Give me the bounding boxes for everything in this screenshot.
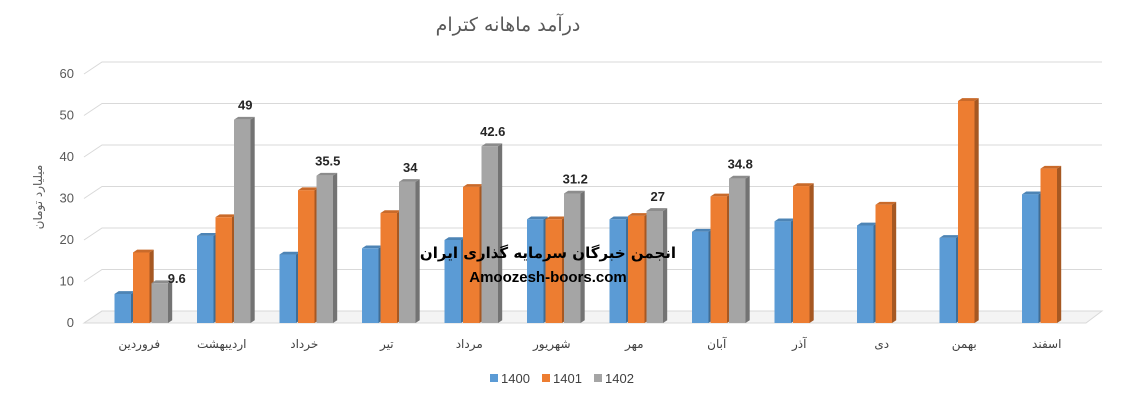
data-label: 49 xyxy=(238,98,252,113)
y-tick-label: 30 xyxy=(60,191,74,206)
bar-1401-3 xyxy=(298,187,319,323)
bar-1400-3 xyxy=(279,251,301,323)
data-label: 27 xyxy=(651,189,665,204)
data-label: 31.2 xyxy=(563,172,588,187)
gridline xyxy=(83,103,1102,116)
x-tick-label: تیر xyxy=(379,337,394,352)
bar-1401-11 xyxy=(958,98,979,323)
bar-1400-4 xyxy=(362,245,383,323)
x-tick-label: آذر xyxy=(791,336,807,352)
x-tick-label: مرداد xyxy=(456,337,483,352)
bar-1402-4 xyxy=(399,179,420,323)
legend-swatch xyxy=(594,374,602,382)
legend-item-1401: 1401 xyxy=(542,371,582,386)
x-tick-label: بهمن xyxy=(952,337,977,352)
y-tick-label: 10 xyxy=(60,274,74,289)
chart-title: درآمد ماهانه کترام xyxy=(436,12,581,36)
legend-swatch xyxy=(490,374,498,382)
gridline xyxy=(83,186,1102,199)
data-labels: 9.6 49 35.5 34 42.6 31.2 27 34.8 xyxy=(168,98,753,287)
x-tick-label: مهر xyxy=(624,337,644,352)
y-tick-label: 0 xyxy=(67,315,74,330)
bars xyxy=(114,98,1062,324)
bar-1400-8 xyxy=(692,228,713,323)
bar-1402-7 xyxy=(646,208,668,323)
x-axis-ticks: فروردین اردیبهشت خرداد تیر مرداد شهریور مهر آبا… xyxy=(118,336,1061,352)
bar-1401-2 xyxy=(215,214,237,323)
bar-1402-3 xyxy=(316,172,338,323)
bar-1402-1 xyxy=(151,280,173,323)
gridlines xyxy=(83,61,1102,324)
bar-1400-10 xyxy=(857,222,878,323)
legend-label: 1400 xyxy=(501,371,530,386)
gridline xyxy=(83,227,1102,241)
data-label: 34 xyxy=(403,160,418,175)
gridline xyxy=(83,144,1102,158)
bar-1400-9 xyxy=(774,218,796,323)
x-tick-label: دی xyxy=(874,337,889,351)
y-axis-label: میلیارد تومان xyxy=(31,165,46,230)
bar-1402-5 xyxy=(481,143,503,323)
gridline xyxy=(83,310,1102,324)
x-tick-label: اسفند xyxy=(1032,337,1061,351)
bar-1402-8 xyxy=(729,175,750,323)
bar-1401-4 xyxy=(380,210,402,323)
y-tick-label: 20 xyxy=(60,232,74,247)
bar-1401-8 xyxy=(710,193,732,323)
data-label: 34.8 xyxy=(728,157,753,172)
data-label: 9.6 xyxy=(168,271,186,286)
bar-1402-2 xyxy=(234,116,255,324)
x-tick-label: آبان xyxy=(707,336,727,351)
y-axis-ticks: 0 10 20 30 40 50 60 xyxy=(60,66,74,330)
x-tick-label: اردیبهشت xyxy=(197,337,246,352)
x-tick-label: فروردین xyxy=(118,337,160,352)
bar-1400-2 xyxy=(197,233,218,323)
bar-1400-1 xyxy=(114,291,136,323)
y-tick-label: 40 xyxy=(60,149,74,164)
legend-item-1400: 1400 xyxy=(490,371,530,386)
bar-1400-11 xyxy=(939,235,961,323)
y-tick-label: 50 xyxy=(60,108,74,123)
gridline xyxy=(83,269,1102,282)
legend-swatch xyxy=(542,374,550,382)
legend-label: 1402 xyxy=(605,371,634,386)
legend: 1400 1401 1402 xyxy=(490,371,634,386)
x-tick-label: خرداد xyxy=(290,337,318,352)
bar-1402-6 xyxy=(564,190,585,323)
gridline xyxy=(83,61,1102,75)
bar-1401-1 xyxy=(133,249,154,323)
legend-label: 1401 xyxy=(553,371,582,386)
y-tick-label: 60 xyxy=(60,66,74,81)
bar-1400-12 xyxy=(1022,191,1043,323)
bar-1401-9 xyxy=(793,183,814,323)
data-label: 35.5 xyxy=(315,154,340,169)
x-tick-label: شهریور xyxy=(532,337,571,352)
bar-1401-10 xyxy=(875,201,897,323)
data-label: 42.6 xyxy=(480,124,505,139)
legend-item-1402: 1402 xyxy=(594,371,634,386)
watermark-line-1: انجمن خبرگان سرمایه گذاری ایران xyxy=(420,244,676,262)
watermark-line-2: Amoozesh-boors.com xyxy=(469,269,627,286)
bar-1401-12 xyxy=(1040,165,1062,323)
bar-1401-7 xyxy=(628,213,649,323)
